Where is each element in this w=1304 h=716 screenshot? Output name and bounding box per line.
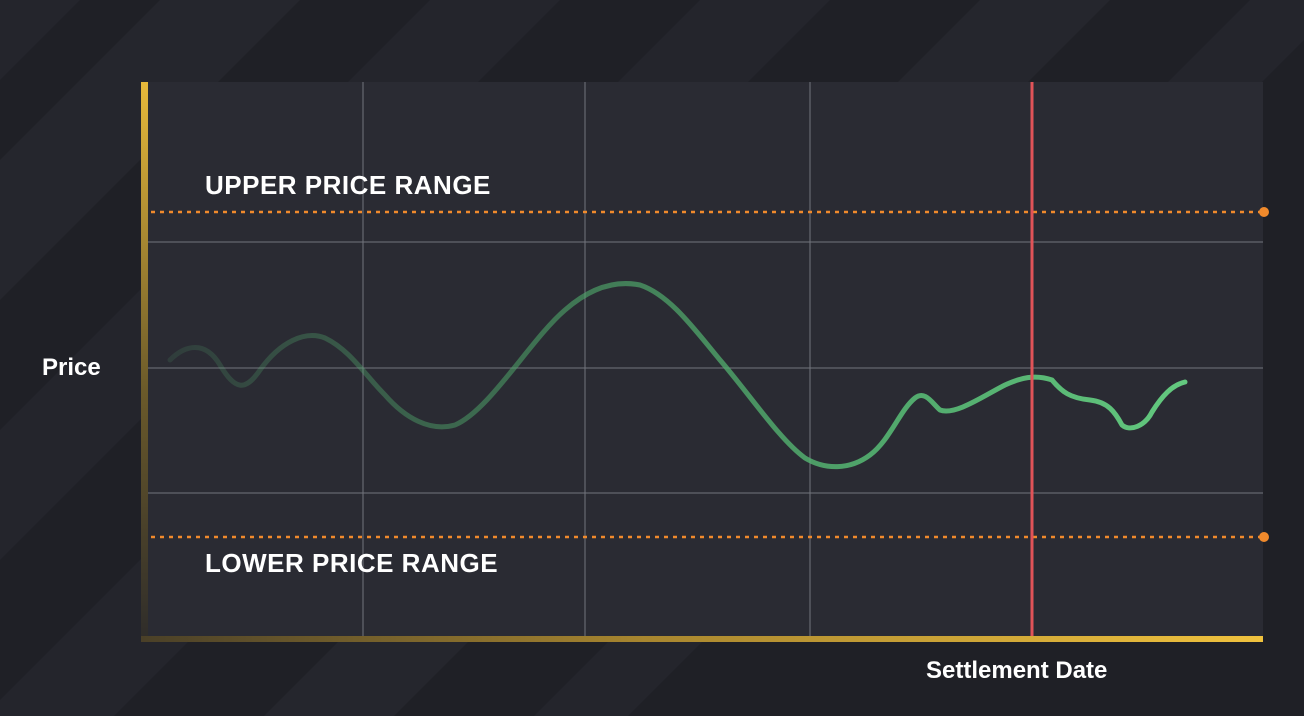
x-axis [141,636,1263,642]
y-axis-label: Price [42,354,101,381]
upper-range-marker [1259,207,1269,217]
plot-area [143,82,1263,640]
lower-price-range-label: LOWER PRICE RANGE [205,548,499,578]
upper-price-range-label: UPPER PRICE RANGE [205,170,491,200]
lower-range-marker [1259,532,1269,542]
x-axis-label: Settlement Date [926,657,1108,684]
y-axis [141,82,148,642]
price-line [167,281,1188,470]
grid [143,82,1263,638]
